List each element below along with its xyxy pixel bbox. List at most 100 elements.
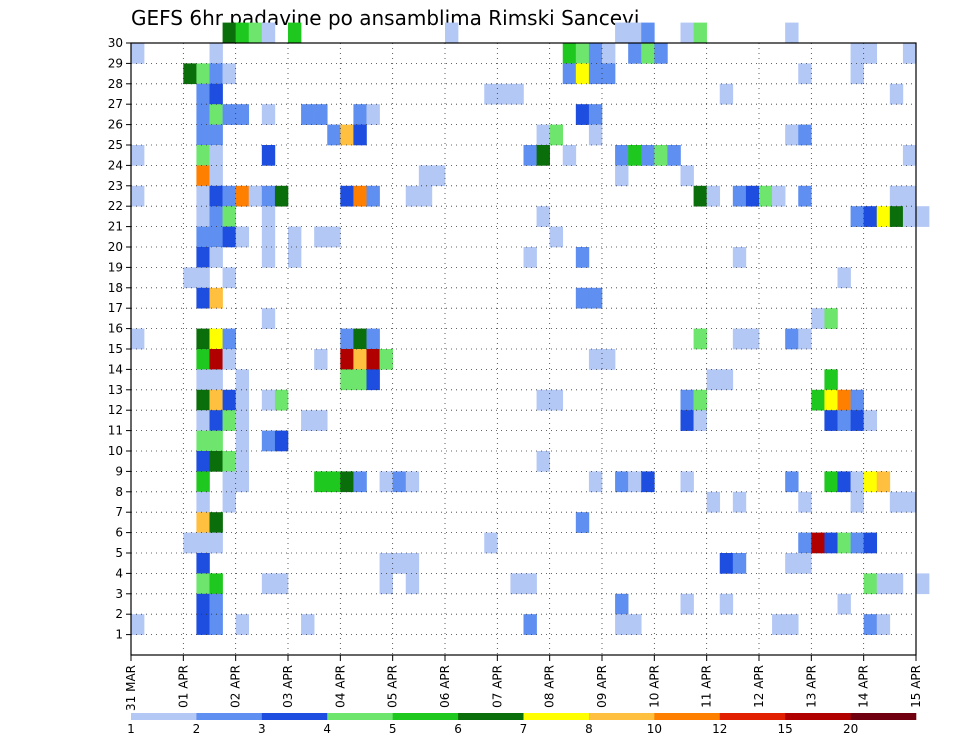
heatmap-cell: [732, 328, 747, 350]
heatmap-cell: [680, 471, 694, 493]
heatmap-cell: [772, 185, 786, 207]
heatmap-cell: [392, 471, 407, 493]
heatmap-cell: [366, 328, 380, 350]
heatmap-cell: [209, 43, 223, 64]
heatmap-cell: [196, 185, 210, 207]
heatmap-cell: [863, 614, 878, 635]
heatmap-cell: [196, 267, 210, 289]
heatmap-cell: [196, 389, 210, 411]
heatmap-cell: [588, 287, 603, 309]
x-tick-label: 14 APR: [857, 665, 871, 708]
heatmap-cell: [785, 553, 799, 574]
y-tick-label: 21: [108, 220, 123, 234]
heatmap-cell: [196, 491, 210, 513]
heatmap-cell: [301, 410, 315, 431]
heatmap-cell: [837, 593, 851, 615]
heatmap-cell: [706, 185, 721, 207]
heatmap-cell: [654, 145, 668, 166]
heatmap-cell: [562, 43, 577, 64]
heatmap-cell: [209, 369, 223, 391]
grid-lines: [131, 42, 916, 655]
heatmap-cell: [196, 226, 210, 248]
heatmap-cell: [235, 430, 250, 452]
heatmap-cell: [680, 165, 694, 187]
heatmap-cell: [850, 410, 864, 431]
heatmap-cell: [602, 349, 616, 370]
y-tick-label: 23: [108, 179, 123, 193]
heatmap-cell: [209, 185, 223, 207]
heatmap-cell: [235, 410, 250, 431]
heatmap-cell: [510, 83, 524, 105]
heatmap-cell: [222, 206, 236, 227]
colorbar-label: 7: [520, 722, 528, 736]
heatmap-cell: [196, 471, 210, 493]
heatmap-cell: [222, 349, 236, 370]
y-tick-label: 4: [115, 566, 123, 580]
heatmap-cell: [261, 185, 276, 207]
heatmap-cell: [209, 593, 223, 615]
heatmap-cell: [353, 185, 367, 207]
heatmap-cell: [628, 43, 642, 64]
heatmap-cell: [824, 410, 838, 431]
heatmap-cell: [209, 573, 223, 595]
x-tick-label: 13 APR: [804, 665, 818, 708]
heatmap-cell: [824, 389, 838, 411]
heatmap-cell: [183, 532, 197, 554]
heatmap-cell: [379, 553, 393, 574]
heatmap-cell: [615, 614, 629, 635]
heatmap-cell: [798, 124, 812, 146]
heatmap-cell: [183, 267, 197, 289]
colorbar-label: 15: [778, 722, 793, 736]
heatmap-cell: [392, 553, 407, 574]
colorbar-label: 6: [454, 722, 462, 736]
heatmap-cell: [366, 185, 380, 207]
y-tick-label: 8: [115, 485, 123, 499]
heatmap-cell: [183, 63, 197, 85]
heatmap-cell: [196, 206, 210, 227]
heatmap-cell: [196, 83, 210, 105]
heatmap-cell: [523, 614, 537, 635]
heatmap-cell: [706, 491, 721, 513]
heatmap-cell: [628, 614, 642, 635]
heatmap-cell: [785, 328, 799, 350]
heatmap-cell: [353, 124, 367, 146]
y-tick-label: 11: [108, 424, 123, 438]
heatmap-cell: [536, 451, 550, 472]
heatmap-cell: [235, 185, 250, 207]
heatmap-cell: [523, 145, 537, 166]
heatmap-cell: [405, 553, 420, 574]
heatmap-cell: [575, 43, 590, 64]
heatmap-cell: [641, 145, 655, 166]
heatmap-cell: [588, 349, 603, 370]
colorbar-label: 8: [585, 722, 593, 736]
heatmap-cell: [274, 389, 289, 411]
x-tick-label: 12 APR: [752, 665, 766, 708]
heatmap-cell: [680, 389, 694, 411]
heatmap-cell: [209, 124, 223, 146]
heatmap-cell: [235, 451, 250, 472]
heatmap-cell: [196, 410, 210, 431]
colorbar-swatch: [458, 713, 524, 720]
heatmap-cell: [209, 247, 223, 268]
heatmap-cell: [615, 471, 629, 493]
x-tick-label: 08 APR: [543, 665, 557, 708]
heatmap-cell: [209, 226, 223, 248]
y-tick-label: 14: [108, 362, 123, 376]
heatmap-cell: [863, 573, 878, 595]
heatmap-cell: [850, 471, 864, 493]
heatmap-cell: [235, 369, 250, 391]
heatmap-cell: [876, 471, 891, 493]
heatmap-cell: [641, 43, 655, 64]
heatmap-cell: [536, 389, 550, 411]
heatmap-cell: [693, 185, 707, 207]
x-tick-label: 01 APR: [176, 665, 190, 708]
heatmap-cell: [340, 185, 354, 207]
heatmap-cell: [549, 389, 564, 411]
heatmap-cell: [693, 328, 707, 350]
heatmap-cell: [732, 247, 747, 268]
heatmap-cell: [889, 573, 904, 595]
heatmap-cell: [798, 553, 812, 574]
heatmap-cell: [131, 614, 145, 635]
heatmap-cell: [314, 349, 328, 370]
heatmap-cell: [628, 145, 642, 166]
